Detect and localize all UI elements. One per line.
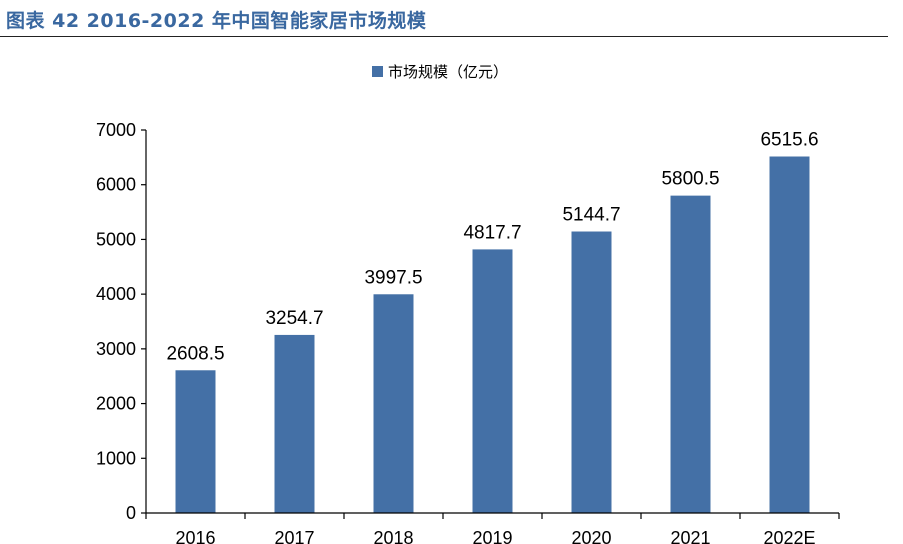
legend: 市场规模（亿元） — [372, 63, 508, 81]
x-tick-label: 2019 — [472, 528, 512, 544]
data-label-2017: 3254.7 — [265, 308, 323, 329]
x-tick-label: 2018 — [373, 528, 413, 544]
bars — [175, 156, 810, 513]
bar-2016 — [175, 370, 216, 513]
figure-title: 图表 42 2016-2022 年中国智能家居市场规模 — [6, 10, 427, 32]
data-label-2021: 5800.5 — [661, 169, 719, 190]
x-tick-label: 2017 — [274, 528, 314, 544]
title-divider — [0, 36, 888, 37]
bar-2017 — [274, 334, 315, 513]
y-tick-label: 0 — [126, 503, 136, 523]
legend-label: 市场规模（亿元） — [388, 63, 508, 81]
bar-2022E — [769, 156, 810, 513]
bar-2019 — [472, 249, 513, 513]
x-tick-label: 2022E — [763, 528, 815, 544]
axes — [145, 130, 839, 514]
x-tick-label: 2020 — [571, 528, 611, 544]
y-tick-label: 3000 — [96, 339, 136, 359]
y-tick-label: 1000 — [96, 448, 136, 468]
legend-swatch — [372, 66, 383, 77]
x-tick-label: 2016 — [175, 528, 215, 544]
y-tick-label: 4000 — [96, 284, 136, 304]
data-labels: 2608.5 3254.7 3997.5 4817.7 5144.7 5800.5 6515… — [166, 130, 818, 365]
data-label-2016: 2608.5 — [166, 343, 224, 364]
x-tick-label: 2021 — [670, 528, 710, 544]
data-label-2018: 3997.5 — [364, 267, 422, 288]
y-tick-label: 2000 — [96, 394, 136, 414]
y-tick-label: 7000 — [96, 120, 136, 140]
x-axis-ticks: 2016 2017 2018 2019 2020 2021 2022E — [145, 513, 840, 544]
y-tick-label: 5000 — [96, 229, 136, 249]
data-label-2020: 5144.7 — [562, 205, 620, 226]
bar-2018 — [373, 294, 414, 513]
bar-2020 — [571, 231, 612, 513]
data-label-2019: 4817.7 — [463, 222, 521, 243]
y-tick-label: 6000 — [96, 175, 136, 195]
data-label-2022E: 6515.6 — [760, 130, 818, 151]
bar-2021 — [670, 195, 711, 513]
y-axis-ticks: 0 1000 2000 3000 4000 5000 6000 7000 — [96, 120, 146, 523]
